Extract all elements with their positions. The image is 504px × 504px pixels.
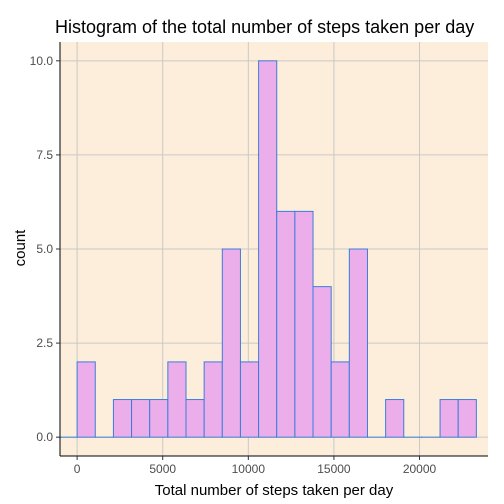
histogram-bar — [131, 399, 151, 438]
histogram-bar — [258, 60, 278, 438]
histogram-bar — [439, 399, 459, 438]
histogram-bar — [203, 361, 223, 438]
histogram-bar — [348, 248, 368, 438]
y-tick-label: 7.5 — [36, 148, 53, 162]
y-axis-title: count — [12, 229, 29, 267]
x-tick-label: 20000 — [403, 462, 437, 476]
histogram-bar — [112, 399, 133, 438]
tick-labels: 0 5000 10000 15000 20000 0.0 2.5 5.0 7.5 10.0 — [30, 54, 437, 476]
histogram-bar — [294, 210, 314, 438]
histogram-bar — [185, 399, 205, 438]
y-tick-label: 2.5 — [36, 336, 53, 350]
histogram-bar — [312, 286, 332, 438]
x-tick-label: 10000 — [232, 462, 266, 476]
chart-title: Histogram of the total number of steps t… — [55, 17, 474, 37]
y-tick-label: 5.0 — [36, 242, 53, 256]
histogram-bar — [457, 399, 477, 438]
x-axis-title: Total number of steps taken per day — [155, 482, 394, 499]
histogram-bar — [330, 361, 350, 438]
histogram-bars — [58, 60, 477, 438]
histogram-bar — [385, 399, 405, 438]
x-tick-label: 5000 — [149, 462, 176, 476]
histogram-bar — [76, 361, 96, 438]
y-tick-label: 10.0 — [30, 54, 54, 68]
x-tick-label: 0 — [74, 462, 81, 476]
histogram-bar — [239, 361, 260, 438]
y-tick-label: 0.0 — [36, 430, 53, 444]
histogram-bar — [221, 248, 241, 438]
histogram-bar — [167, 361, 187, 438]
histogram-bar — [149, 399, 169, 438]
x-tick-label: 15000 — [317, 462, 351, 476]
histogram-bar — [276, 210, 296, 438]
